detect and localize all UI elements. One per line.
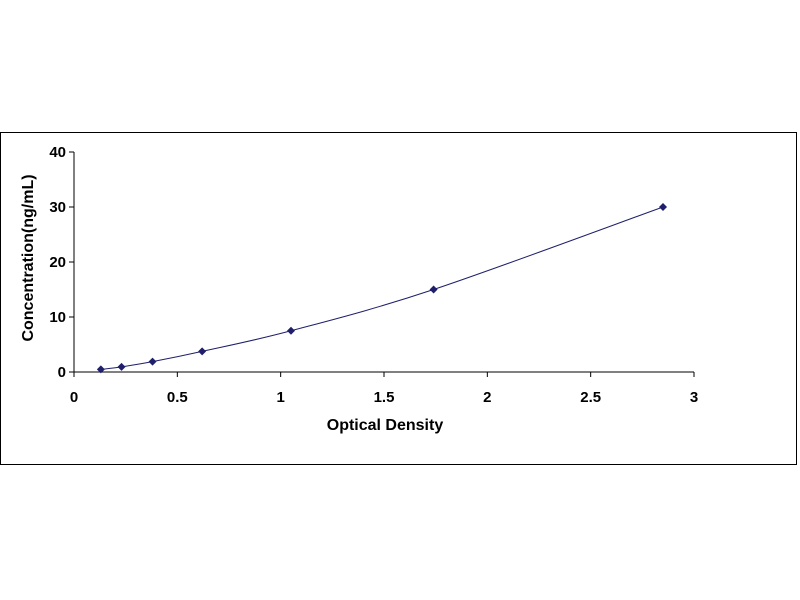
x-tick-label: 0.5	[167, 389, 188, 406]
points-layer	[96, 203, 667, 374]
data-point-marker	[117, 362, 126, 371]
y-tick-label: 40	[49, 144, 66, 161]
y-tick-label: 20	[49, 254, 66, 271]
axes	[73, 152, 694, 373]
y-axis-title: Concentration(ng/mL)	[20, 174, 37, 341]
x-tick-label: 3	[690, 389, 698, 406]
x-tick-label: 0	[70, 389, 78, 406]
data-point-marker	[429, 285, 438, 294]
data-point-marker	[659, 203, 667, 211]
y-tick-label: 0	[58, 364, 66, 381]
data-point-marker	[96, 365, 105, 374]
data-point-marker	[148, 357, 157, 366]
data-point-marker	[198, 347, 207, 356]
x-tick-label: 1	[276, 389, 284, 406]
y-tick-label: 10	[49, 309, 66, 326]
data-point-marker	[287, 326, 295, 335]
x-tick-label: 2	[483, 389, 491, 406]
chart-frame	[0, 132, 797, 465]
y-tick-label: 30	[49, 199, 66, 216]
x-tick-label: 1.5	[374, 389, 395, 406]
x-tick-label: 2.5	[580, 389, 601, 406]
fit-curve	[100, 206, 664, 370]
curve-layer	[100, 206, 664, 370]
x-axis-title: Optical Density	[327, 417, 444, 434]
